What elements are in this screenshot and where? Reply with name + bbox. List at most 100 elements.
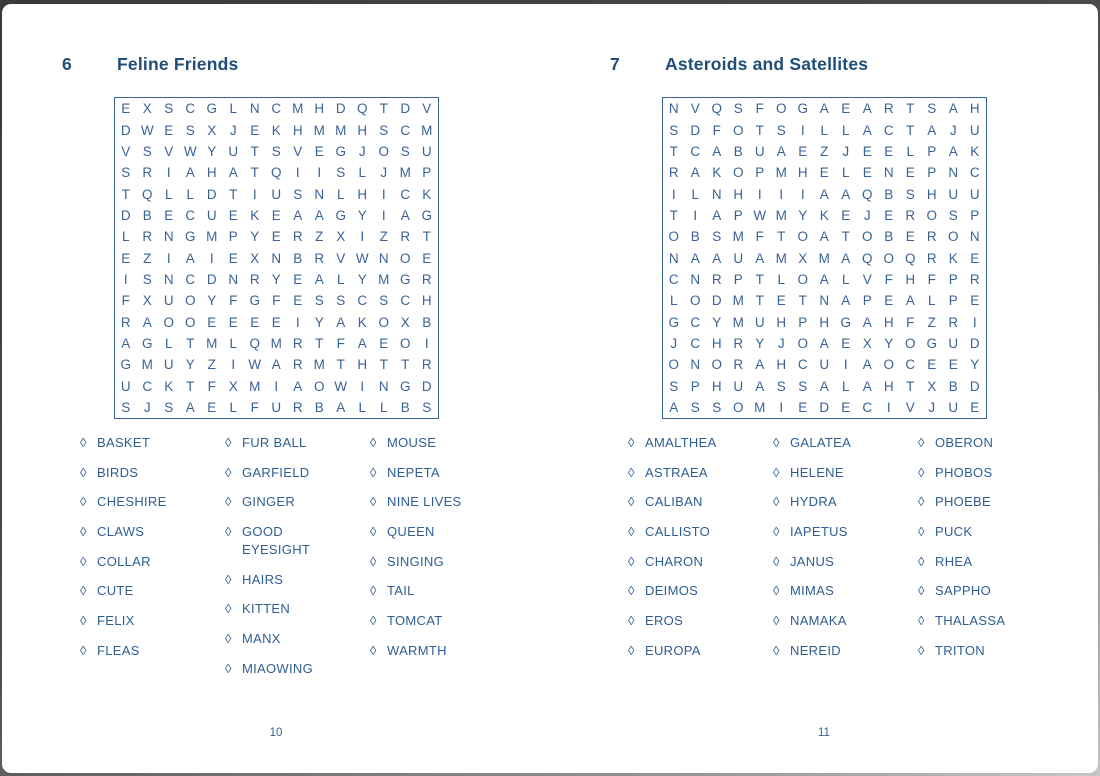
grid-letter: L [164, 335, 173, 351]
grid-letter: G [399, 378, 411, 394]
grid-letter: S [164, 101, 174, 117]
grid-letter: Q [141, 186, 153, 202]
grid-letter: S [142, 143, 152, 159]
diamond-bullet-icon: ◊ [80, 524, 87, 540]
grid-letter: E [207, 399, 217, 415]
word-text: TRITON [935, 642, 985, 658]
word-list-item: ◊ CLAWS [80, 523, 212, 541]
word-list-item: ◊ TRITON [918, 642, 1042, 660]
grid-letter: M [732, 314, 744, 330]
word-list-column-3: ◊ MOUSE ◊ NEPETA ◊ NINE LIVES ◊ QUEEN ◊ SINGING ◊ T… [370, 434, 494, 672]
grid-letter: T [669, 143, 678, 159]
grid-letter: K [819, 207, 829, 223]
word-text: HYDRA [790, 494, 838, 510]
grid-letter: A [185, 165, 195, 181]
grid-letter: O [689, 293, 701, 309]
word-text: NINE LIVES [387, 494, 462, 510]
grid-letter: P [927, 165, 937, 181]
grid-letter: M [141, 357, 153, 373]
grid-letter: Y [185, 357, 195, 373]
puzzle-number: 6 [62, 54, 72, 74]
grid-letter: H [905, 271, 916, 287]
grid-letter: D [400, 101, 411, 117]
grid-letter: S [293, 186, 303, 202]
grid-letter: R [969, 271, 980, 287]
grid-letter: U [733, 250, 744, 266]
word-text: OBERON [935, 435, 994, 450]
word-text: IAPETUS [790, 524, 848, 540]
grid-letter: L [379, 399, 388, 415]
grid-letter: B [884, 186, 894, 202]
grid-letter: L [186, 186, 194, 202]
grid-letter: A [755, 250, 765, 266]
grid-letter: E [970, 399, 980, 415]
grid-letter: O [668, 229, 679, 245]
grid-letter: P [948, 271, 958, 287]
grid-letter: T [906, 101, 915, 117]
word-list-item: ◊ TAIL [370, 582, 494, 600]
grid-letter: B [690, 229, 700, 245]
word-text: BIRDS [97, 464, 139, 480]
grid-letter: R [926, 250, 937, 266]
grid-letter: C [400, 122, 411, 138]
grid-letter: Z [143, 250, 152, 266]
grid-letter: S [733, 101, 743, 117]
word-list-item: ◊ PHOEBE [918, 493, 1042, 511]
grid-letter: J [928, 399, 936, 415]
grid-letter: L [358, 399, 366, 415]
word-list-item: ◊ JANUS [773, 553, 885, 571]
grid-letter: S [948, 207, 958, 223]
word-text: FLEAS [97, 642, 140, 658]
grid-letter: M [378, 271, 390, 287]
grid-letter: Q [861, 250, 873, 266]
diamond-bullet-icon: ◊ [225, 601, 232, 617]
grid-letter: G [421, 207, 432, 223]
grid-letter: T [755, 271, 764, 287]
grid-letter: A [819, 229, 829, 245]
grid-letter: Q [270, 165, 282, 181]
word-text: MIMAS [790, 583, 835, 599]
grid-letter: G [840, 314, 851, 330]
grid-letter: X [250, 250, 260, 266]
grid-letter: H [711, 378, 722, 394]
grid-letter: V [121, 143, 131, 159]
grid-letter: E [905, 229, 915, 245]
puzzle-header: 6 Feline Friends [62, 54, 238, 75]
grid-letter: B [314, 399, 324, 415]
word-text: NEPETA [387, 464, 440, 480]
grid-letter: I [231, 357, 236, 373]
diamond-bullet-icon: ◊ [80, 613, 87, 629]
grid-letter: X [207, 122, 217, 138]
grid-letter: J [380, 165, 388, 181]
grid-letter: Y [250, 229, 260, 245]
word-list-item: ◊ GOOD EYESIGHT [225, 523, 337, 559]
diamond-bullet-icon: ◊ [773, 435, 780, 450]
grid-letter: Y [712, 314, 722, 330]
grid-letter: L [121, 229, 130, 245]
grid-letter: I [360, 229, 365, 245]
grid-letter: I [779, 399, 784, 415]
diamond-bullet-icon: ◊ [628, 642, 635, 658]
grid-letter: T [336, 357, 345, 373]
diamond-bullet-icon: ◊ [628, 464, 635, 480]
grid-letter: C [400, 293, 411, 309]
grid-letter: Y [884, 335, 894, 351]
grid-letter: A [841, 250, 851, 266]
grid-letter: Y [357, 271, 367, 287]
grid-letter: A [185, 399, 195, 415]
diamond-bullet-icon: ◊ [225, 571, 232, 587]
grid-letter: J [777, 335, 785, 351]
grid-letter: V [164, 143, 174, 159]
grid-letter: A [121, 335, 131, 351]
grid-letter: B [948, 378, 958, 394]
grid-letter: R [249, 271, 260, 287]
grid-letter: J [229, 122, 237, 138]
grid-letter: I [166, 165, 171, 181]
grid-letter: E [841, 399, 851, 415]
grid-letter: H [206, 165, 217, 181]
grid-letter: A [271, 357, 281, 373]
diamond-bullet-icon: ◊ [773, 642, 780, 658]
grid-letter: M [754, 399, 766, 415]
word-list-item: ◊ THALASSA [918, 612, 1042, 630]
